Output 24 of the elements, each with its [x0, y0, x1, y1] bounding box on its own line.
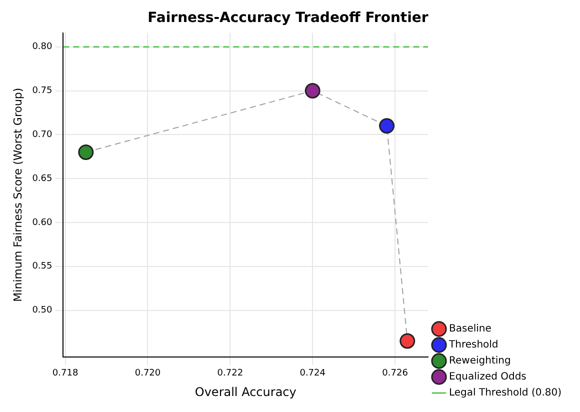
legend-label: Equalized Odds [449, 372, 526, 383]
point [78, 144, 94, 160]
x-tick-label: 0.718 [52, 368, 78, 379]
legend-label: Baseline [449, 324, 492, 335]
point [400, 333, 416, 349]
legend-label: Legal Threshold (0.80) [449, 388, 562, 399]
x-tick-label: 0.722 [217, 368, 244, 379]
point [379, 118, 395, 134]
legend-label: Reweighting [449, 356, 511, 367]
y-tick-label: 0.65 [32, 174, 52, 184]
y-tick-label: 0.60 [32, 218, 53, 228]
y-axis-title: Minimum Fairness Score (Worst Group) [11, 88, 24, 302]
x-tick-label: 0.724 [300, 368, 326, 379]
y-tick-label: 0.75 [32, 86, 52, 96]
legend-label: Threshold [448, 340, 498, 351]
point [304, 83, 320, 98]
y-tick-label: 0.70 [32, 130, 53, 140]
x-tick-label: 0.726 [382, 368, 408, 379]
y-tick-label: 0.50 [32, 306, 53, 316]
y-tick-label: 0.80 [32, 42, 53, 52]
chart-title: Fairness-Accuracy Tradeoff Frontier [148, 10, 428, 26]
y-tick-label: 0.55 [32, 262, 52, 272]
x-tick-label: 0.720 [134, 368, 161, 379]
x-axis-title: Overall Accuracy [194, 384, 296, 399]
